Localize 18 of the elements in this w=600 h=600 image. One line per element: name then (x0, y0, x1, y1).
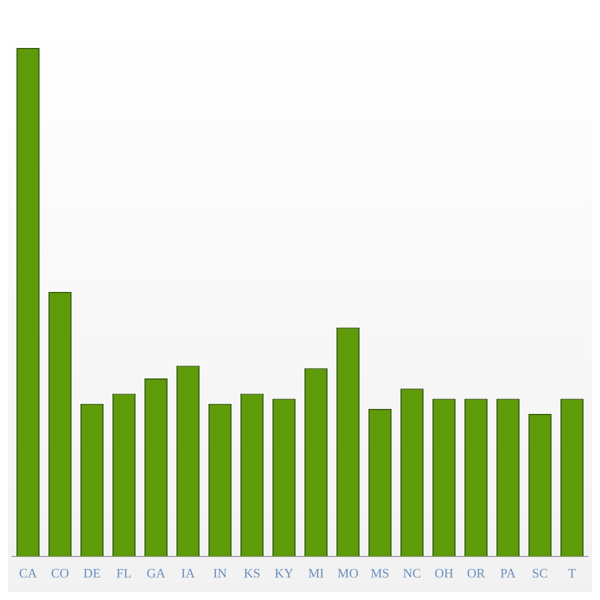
x-tick-label: OH (434, 566, 454, 581)
x-tick-label: KY (274, 566, 294, 581)
x-tick-label: SC (532, 566, 548, 581)
x-tick-label: T (568, 566, 576, 581)
x-tick-label: KS (244, 566, 260, 581)
x-tick-label: FL (116, 566, 132, 581)
x-tick-label: DE (83, 566, 101, 581)
x-tick-label: NC (402, 566, 422, 581)
x-tick-label: OR (466, 566, 486, 581)
x-tick-label: CO (50, 566, 70, 581)
x-tick-label: PA (500, 566, 516, 581)
x-tick-label: MI (308, 566, 324, 581)
x-tick-label: MO (338, 566, 358, 581)
x-tick-label: MS (370, 566, 390, 581)
x-tick-label: CA (18, 566, 38, 581)
x-tick-label: IN (213, 566, 228, 581)
x-tick-label: IA (181, 566, 196, 581)
x-tick-label: GA (146, 566, 166, 581)
